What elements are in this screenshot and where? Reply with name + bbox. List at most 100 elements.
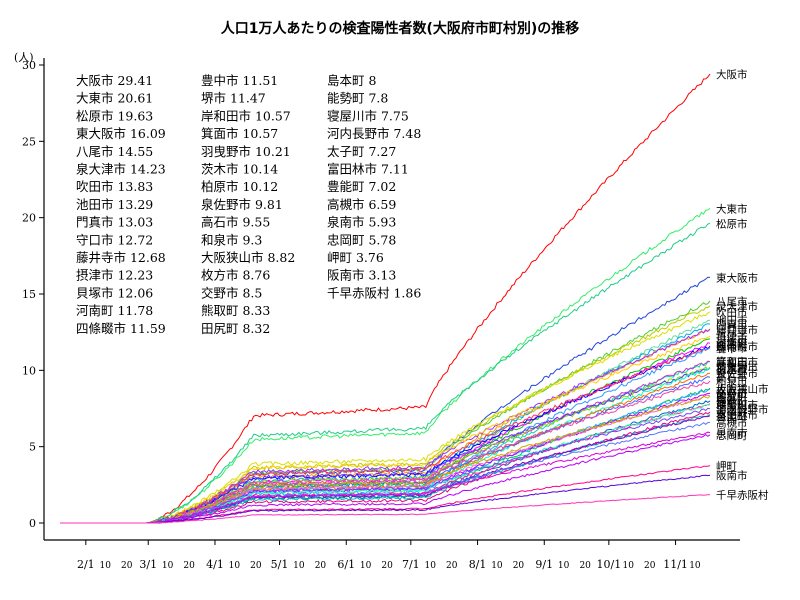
series-end-label: 東大阪市: [716, 271, 758, 284]
series-line: [60, 73, 711, 524]
series-end-label: 千早赤阪村: [716, 489, 769, 502]
x-day-label: 20: [446, 561, 458, 571]
legend-entry: 熊取町 8.33: [201, 303, 270, 318]
series-end-label: 豊中市: [716, 341, 748, 354]
y-tick-label: 0: [29, 517, 36, 530]
series-end-label: 高槻市: [716, 416, 748, 429]
x-day-label: 20: [381, 561, 393, 571]
y-tick-label: 20: [22, 212, 36, 225]
series-end-label: 大阪市: [716, 68, 748, 81]
legend-entry: 枚方市 8.76: [201, 268, 270, 283]
series-end-label: 交野市: [716, 387, 748, 400]
x-day-label: 20: [121, 561, 133, 571]
series-line: [60, 395, 711, 524]
series-end-label: 田尻町: [716, 391, 748, 403]
legend-entry: 太子町 7.27: [327, 144, 396, 159]
series-end-label: 箕面市: [716, 356, 748, 369]
legend-entry: 四條畷市 11.59: [76, 321, 166, 336]
series-end-label: 豊能町: [716, 410, 748, 423]
series-end-label: 岸和田市: [716, 356, 758, 369]
series-line: [60, 276, 711, 524]
series-end-labels: 大阪市大東市松原市東大阪市八尾市泉大津市吹田市池田市門真市守口市藤井寺市摂津市貝…: [716, 68, 769, 502]
legend-entry: 守口市 12.72: [76, 232, 153, 247]
legend-entry: 岬町 3.76: [327, 250, 384, 265]
series-end-label: 泉佐野市: [716, 367, 758, 380]
series-line: [60, 431, 711, 524]
x-day-label: 20: [315, 561, 327, 571]
series-line: [60, 421, 711, 524]
series-end-label: 島本町: [716, 395, 748, 408]
x-tick-label: 6/1: [337, 558, 355, 571]
legend-entry: 阪南市 3.13: [327, 268, 396, 283]
series-end-label: 池田市: [716, 314, 748, 327]
series-end-label: 大東市: [716, 202, 748, 215]
legend-entry: 高槻市 6.59: [327, 197, 396, 212]
legend-entry: 岸和田市 10.57: [201, 108, 291, 123]
legend-entry: 藤井寺市 12.68: [76, 250, 166, 265]
legend-entry: 大阪市 29.41: [76, 73, 153, 88]
legend-entry: 貝塚市 12.06: [76, 285, 153, 300]
x-day-label: 10: [229, 561, 241, 571]
series-end-label: 河内長野市: [716, 403, 769, 416]
legend-entry: 松原市 19.63: [76, 108, 153, 123]
legend-entry: 泉大津市 14.23: [76, 162, 166, 177]
x-tick-label: 4/1: [206, 558, 224, 571]
x-tick-label: 5/1: [271, 558, 289, 571]
legend-entry: 忠岡町 5.78: [327, 232, 396, 247]
series-end-label: 貝塚市: [716, 333, 748, 346]
legend-entry: 大阪狭山市 8.82: [201, 250, 295, 265]
legend-entry: 茨木市 10.14: [201, 162, 278, 177]
series-line: [60, 407, 711, 524]
series-line: [60, 361, 711, 524]
y-tick-label: 25: [22, 135, 36, 148]
legend-entry: 河南町 11.78: [76, 303, 153, 318]
x-day-label: 10: [689, 561, 701, 571]
series-end-label: 泉大津市: [716, 300, 758, 313]
x-tick-label: 8/1: [469, 558, 487, 571]
series-end-label: 富田林市: [716, 408, 758, 421]
series-lines: [60, 73, 711, 524]
x-tick-label: 11/1: [663, 558, 688, 571]
x-day-label: 20: [579, 561, 591, 571]
x-day-label: 10: [622, 561, 634, 571]
y-tick-label: 10: [22, 364, 36, 377]
series-end-label: 寝屋川市: [716, 399, 758, 412]
series-end-label: 忠岡町: [716, 430, 748, 442]
series-end-label: 泉南市: [716, 426, 748, 439]
x-day-label: 20: [250, 561, 262, 571]
legend-entry: 東大阪市 16.09: [76, 126, 166, 141]
series-end-label: 四條畷市: [716, 340, 758, 353]
legend-entry: 和泉市 9.3: [201, 232, 262, 247]
x-day-label: 10: [558, 561, 570, 571]
x-tick-label: 10/1: [596, 558, 621, 571]
series-end-label: 能勢町: [716, 398, 748, 411]
legend-entry: 千早赤阪村 1.86: [327, 285, 421, 300]
series-end-label: 茨木市: [716, 362, 748, 375]
series-end-label: 八尾市: [716, 295, 748, 308]
x-tick-label: 9/1: [535, 558, 553, 571]
x-day-label: 20: [644, 561, 656, 571]
legend-entry: 豊能町 7.02: [327, 179, 396, 194]
y-tick-label: 15: [22, 288, 36, 301]
x-day-label: 10: [360, 561, 372, 571]
legend-entry: 能勢町 7.8: [327, 91, 388, 106]
legend-entry: 大東市 20.61: [76, 91, 153, 106]
legend-entry: 八尾市 14.55: [76, 144, 153, 159]
legend-entry: 富田林市 7.11: [327, 162, 409, 177]
series-end-label: 太子町: [716, 406, 748, 419]
x-tick-label: 2/1: [77, 558, 95, 571]
series-end-label: 高石市: [716, 371, 748, 384]
series-end-label: 松原市: [716, 217, 748, 230]
x-day-label: 20: [183, 561, 195, 571]
legend-entry: 島本町 8: [327, 73, 376, 88]
series-line: [60, 360, 711, 524]
legend-entry: 田尻町 8.32: [201, 321, 270, 336]
y-axis-unit-label: (人): [14, 51, 34, 64]
legend-entry: 交野市 8.5: [201, 285, 262, 300]
series-end-label: 羽曳野市: [716, 361, 758, 374]
x-day-label: 10: [162, 561, 174, 571]
legend-entry: 河内長野市 7.48: [327, 126, 421, 141]
x-day-label: 10: [424, 561, 436, 571]
series-end-label: 門真市: [716, 318, 748, 331]
